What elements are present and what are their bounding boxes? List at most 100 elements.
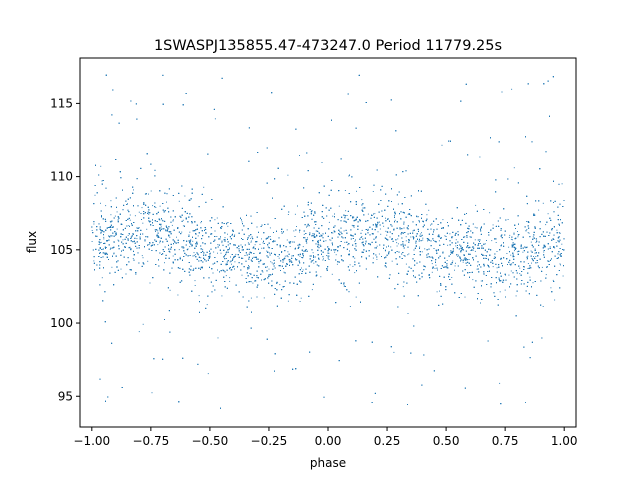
data-point [474, 250, 476, 252]
data-point [287, 214, 289, 215]
data-point [248, 265, 249, 266]
data-point [117, 239, 119, 241]
data-point [545, 224, 547, 226]
data-point [103, 236, 105, 238]
data-point [159, 242, 161, 244]
data-point [449, 233, 451, 235]
data-point [356, 190, 357, 192]
data-point [278, 257, 280, 259]
data-point [142, 257, 144, 259]
data-point [320, 276, 322, 278]
data-point [367, 213, 369, 215]
data-point [422, 239, 424, 241]
data-point [241, 274, 243, 276]
data-point [442, 227, 444, 229]
data-point [348, 175, 350, 177]
data-point [499, 291, 501, 293]
data-point [407, 254, 409, 256]
data-point [562, 275, 564, 277]
data-point [159, 219, 161, 221]
data-point [142, 222, 144, 224]
data-point [455, 233, 456, 235]
data-point [514, 250, 515, 252]
data-point [396, 245, 398, 247]
data-point [146, 228, 148, 230]
data-point [224, 237, 226, 239]
data-point [396, 242, 398, 244]
chart-title: 1SWASPJ135855.47-473247.0 Period 11779.2… [154, 38, 502, 54]
data-point [138, 331, 140, 333]
data-point [194, 280, 196, 282]
data-point [210, 252, 211, 254]
data-point [385, 230, 387, 232]
data-point [475, 204, 477, 206]
data-point [519, 267, 521, 269]
data-point [158, 218, 160, 220]
data-point [511, 263, 513, 265]
data-point [277, 256, 279, 257]
data-point [147, 260, 149, 262]
data-point [306, 226, 307, 228]
data-point [193, 255, 195, 257]
data-point [542, 202, 544, 204]
data-point [110, 214, 112, 216]
data-point [152, 205, 154, 207]
data-point [322, 259, 324, 261]
data-point [220, 252, 222, 254]
data-point [439, 290, 440, 292]
data-point [172, 255, 174, 257]
data-point [299, 301, 301, 302]
data-point [421, 251, 423, 253]
data-point [129, 246, 131, 248]
data-point [148, 193, 149, 195]
data-point [332, 232, 334, 234]
data-point [519, 273, 521, 275]
data-point [217, 244, 219, 246]
data-point [480, 280, 482, 282]
data-point [419, 246, 421, 248]
data-point [491, 240, 493, 242]
data-point [296, 226, 297, 227]
data-point [496, 267, 498, 269]
data-point [451, 263, 453, 265]
data-point [543, 244, 545, 246]
data-point [541, 266, 543, 268]
data-point [287, 256, 289, 258]
data-point [267, 246, 269, 248]
data-point [289, 246, 291, 247]
data-point [431, 271, 433, 273]
data-point [526, 258, 528, 260]
data-point [325, 240, 327, 242]
data-point [349, 306, 351, 307]
data-point [339, 231, 341, 233]
data-point [463, 258, 465, 260]
data-point [213, 251, 215, 253]
data-point [91, 241, 93, 242]
data-point [403, 255, 405, 256]
data-point [331, 273, 333, 275]
data-point [447, 244, 449, 246]
data-point [128, 225, 130, 226]
data-point [231, 263, 232, 265]
data-point [234, 234, 236, 236]
data-point [197, 254, 199, 256]
data-point [100, 165, 102, 167]
data-point [412, 230, 414, 232]
data-point [216, 236, 218, 237]
data-point [525, 402, 526, 403]
data-point [200, 222, 202, 224]
data-point [402, 244, 404, 246]
data-point [547, 213, 549, 215]
data-point [474, 226, 476, 228]
data-point [169, 236, 171, 238]
data-point [526, 221, 528, 222]
data-point [550, 287, 552, 289]
data-point [410, 236, 412, 238]
data-point [374, 213, 376, 215]
data-point [139, 237, 141, 239]
data-point [227, 225, 229, 227]
data-point [484, 243, 486, 245]
data-point [379, 228, 381, 230]
data-point [250, 237, 252, 239]
